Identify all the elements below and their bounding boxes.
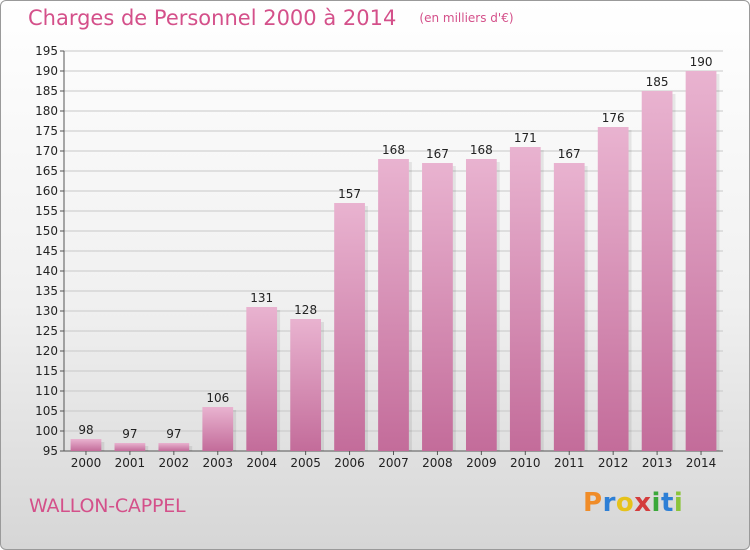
bar — [114, 443, 146, 451]
bar-value-label: 171 — [514, 131, 537, 145]
y-tick-label: 130 — [35, 304, 58, 318]
bar-value-label: 185 — [646, 75, 669, 89]
proxiti-logo[interactable]: Proxiti — [583, 488, 683, 518]
logo-letter: i — [673, 488, 684, 518]
y-tick-label: 120 — [35, 344, 58, 358]
bar — [378, 159, 409, 451]
y-tick-label: 150 — [35, 224, 58, 238]
y-tick-label: 125 — [35, 324, 58, 338]
logo-letter: o — [615, 488, 635, 518]
bar-value-label: 190 — [690, 55, 713, 69]
bar — [685, 71, 717, 451]
y-tick-label: 175 — [35, 124, 58, 138]
logo-letter: P — [583, 488, 603, 518]
bar-value-label: 97 — [166, 427, 181, 441]
y-tick-label: 160 — [35, 184, 58, 198]
y-tick-label: 105 — [35, 404, 58, 418]
x-tick-label: 2013 — [642, 456, 673, 470]
x-tick-label: 2003 — [202, 456, 233, 470]
y-tick-label: 195 — [35, 44, 58, 58]
logo-letter: r — [602, 488, 616, 518]
bar — [202, 407, 234, 451]
bar-value-label: 168 — [470, 143, 493, 157]
y-tick-label: 100 — [35, 424, 58, 438]
x-tick-label: 2007 — [378, 456, 409, 470]
bar — [597, 127, 629, 451]
y-tick-label: 180 — [35, 104, 58, 118]
bar — [158, 443, 190, 451]
bar-value-label: 128 — [294, 303, 317, 317]
x-tick-label: 2011 — [554, 456, 585, 470]
logo-letter: t — [660, 488, 674, 518]
y-tick-label: 95 — [43, 444, 58, 458]
bar — [641, 91, 673, 451]
bar — [553, 163, 585, 451]
y-tick-label: 165 — [35, 164, 58, 178]
bar — [246, 307, 278, 451]
bar — [465, 159, 497, 451]
bar — [70, 439, 102, 451]
x-tick-label: 2006 — [334, 456, 365, 470]
bar-value-label: 97 — [122, 427, 137, 441]
x-tick-label: 2008 — [422, 456, 453, 470]
labels: 95 100 105 110 115 120 125 130 135 140 145 150 155 16… — [35, 44, 716, 470]
x-tick-label: 2002 — [159, 456, 190, 470]
x-tick-label: 2000 — [71, 456, 102, 470]
chart-header: Charges de Personnel 2000 à 2014 (en mil… — [28, 6, 514, 30]
y-tick-label: 115 — [35, 364, 58, 378]
bar — [509, 147, 541, 451]
x-tick-label: 2005 — [290, 456, 321, 470]
y-tick-label: 135 — [35, 284, 58, 298]
bar-value-label: 106 — [206, 391, 229, 405]
bar-value-label: 168 — [382, 143, 405, 157]
bar-value-label: 157 — [338, 187, 361, 201]
y-tick-label: 140 — [35, 264, 58, 278]
chart-title: Charges de Personnel 2000 à 2014 — [28, 6, 397, 30]
town-name: WALLON-CAPPEL — [29, 495, 186, 517]
x-tick-label: 2009 — [466, 456, 497, 470]
logo-letter: i — [651, 488, 661, 518]
y-tick-label: 145 — [35, 244, 58, 258]
x-tick-label: 2012 — [598, 456, 629, 470]
y-tick-label: 190 — [35, 64, 58, 78]
x-tick-label: 2010 — [510, 456, 541, 470]
y-tick-label: 155 — [35, 204, 58, 218]
bar-value-label: 167 — [426, 147, 449, 161]
chart-subtitle: (en milliers d'€) — [419, 11, 514, 25]
bar — [290, 319, 322, 451]
x-tick-label: 2004 — [246, 456, 277, 470]
x-tick-label: 2001 — [115, 456, 146, 470]
y-tick-label: 185 — [35, 84, 58, 98]
bar — [422, 163, 453, 451]
x-tick-label: 2014 — [686, 456, 717, 470]
y-tick-label: 110 — [35, 384, 58, 398]
bar — [334, 203, 365, 451]
y-tick-label: 170 — [35, 144, 58, 158]
bar-value-label: 98 — [78, 423, 93, 437]
bars — [70, 71, 720, 451]
logo-letter: x — [634, 488, 652, 518]
bar-value-label: 167 — [558, 147, 581, 161]
bar-value-label: 131 — [250, 291, 273, 305]
bar-value-label: 176 — [602, 111, 625, 125]
